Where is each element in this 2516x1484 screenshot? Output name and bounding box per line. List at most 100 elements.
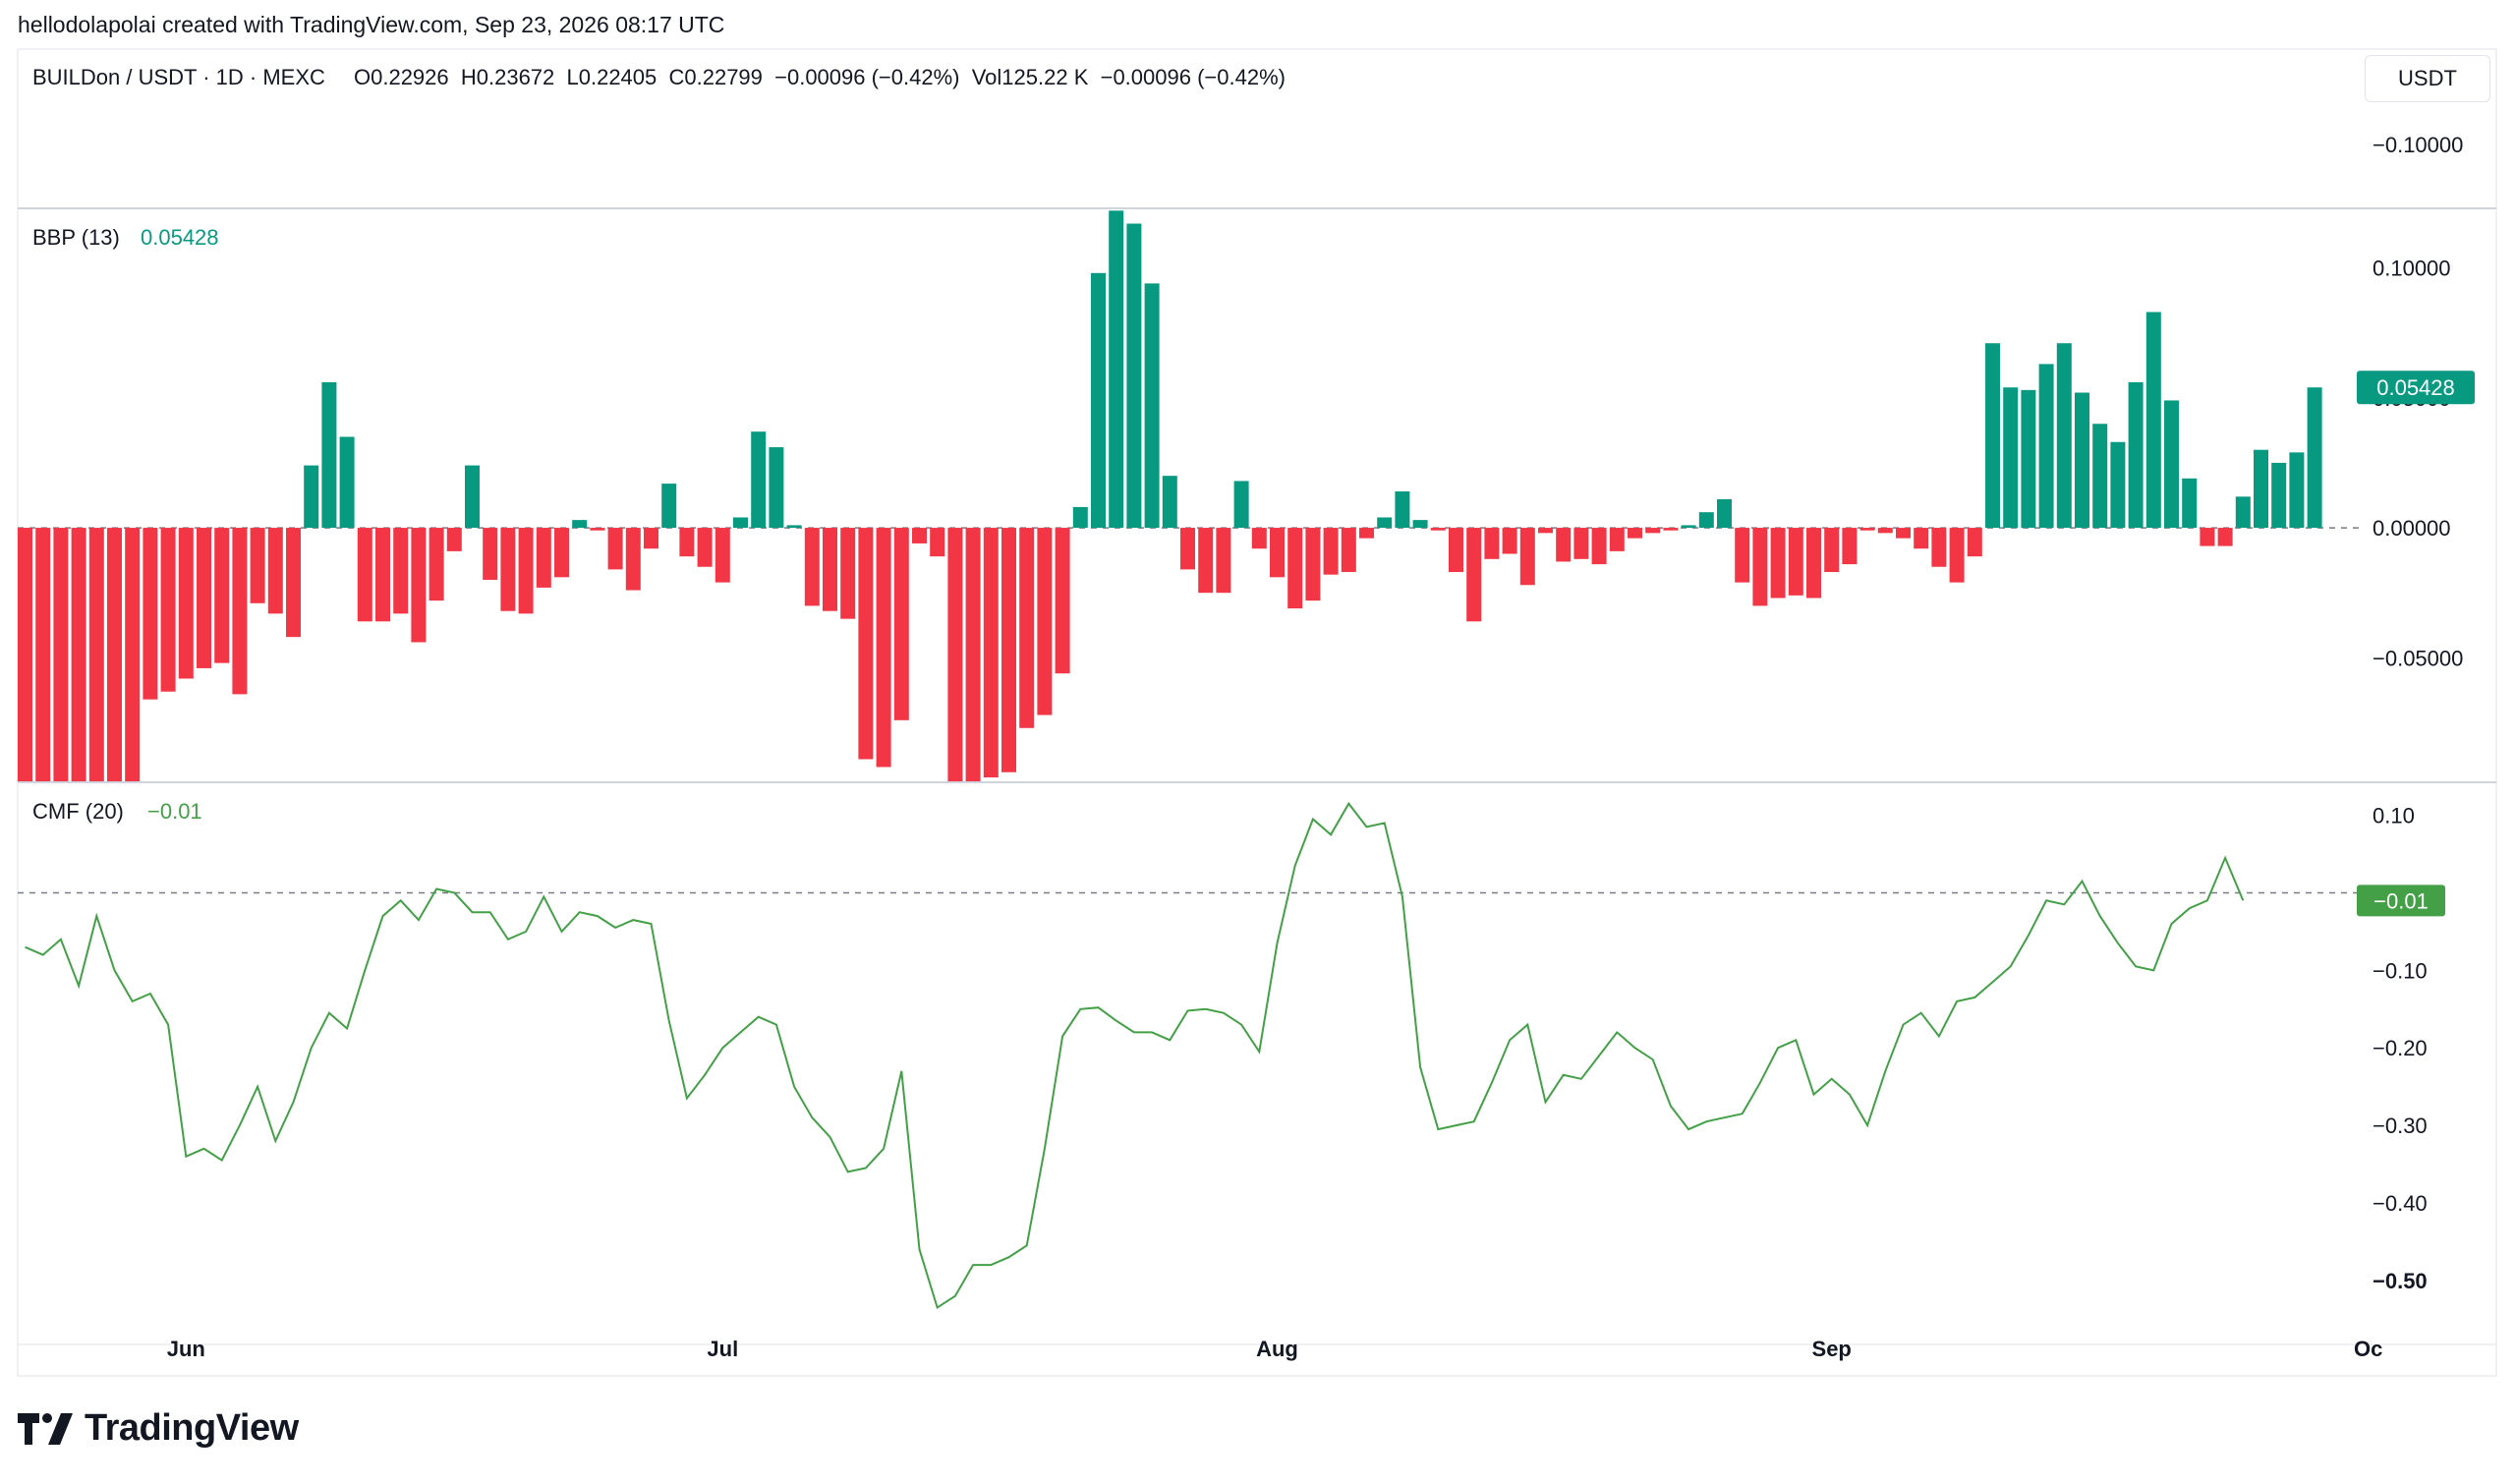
bbp-bar xyxy=(644,528,658,549)
bbp-bar xyxy=(2217,528,2233,546)
bbp-bar xyxy=(1573,528,1589,559)
bbp-bar xyxy=(697,528,713,567)
bbp-bar xyxy=(1842,528,1858,565)
bbp-bar xyxy=(1645,528,1661,534)
bbp-bar xyxy=(733,517,748,529)
bbp-bar xyxy=(35,528,51,781)
bbp-bar xyxy=(1985,343,2000,529)
bbp-bar xyxy=(232,528,248,695)
bbp-bar xyxy=(1323,528,1339,575)
bbp-bar xyxy=(876,528,891,768)
time-axis-label: Aug xyxy=(1256,1337,1298,1361)
bbp-bar xyxy=(2200,528,2215,546)
bbp-bar xyxy=(2145,312,2161,529)
bbp-bar xyxy=(1341,528,1356,573)
cmf-last-value-badge-label: −0.01 xyxy=(2373,888,2429,913)
bbp-bar xyxy=(1877,528,1893,534)
bbp-bar xyxy=(1126,223,1142,529)
bbp-bar xyxy=(2110,441,2126,529)
bbp-bar xyxy=(1109,210,1124,529)
bbp-bar xyxy=(18,528,32,781)
bbp-bar xyxy=(304,465,319,529)
bbp-bar xyxy=(930,528,945,557)
bbp-bar xyxy=(1162,476,1177,529)
bbp-bar xyxy=(965,528,981,781)
bbp-bar xyxy=(321,381,337,529)
bbp-bar xyxy=(107,528,122,781)
bbp-bar xyxy=(1591,528,1607,565)
bbp-bar xyxy=(1144,283,1160,529)
bbp-bar xyxy=(607,528,623,570)
bbp-bar xyxy=(1896,528,1911,539)
bbp-bar xyxy=(1055,528,1070,674)
bbp-bar xyxy=(1305,528,1321,601)
tradingview-logo-icon xyxy=(18,1412,73,1445)
bbp-bar xyxy=(1556,528,1572,562)
bbp-bar xyxy=(536,528,551,588)
bbp-bar xyxy=(1770,528,1786,599)
bbp-axis-tick-label: 0.10000 xyxy=(2373,257,2451,281)
bbp-last-value: 0.05428 xyxy=(141,225,219,250)
bbp-bar xyxy=(483,528,498,580)
bbp-bar xyxy=(2289,452,2305,529)
bbp-bar xyxy=(661,484,677,529)
bbp-bar xyxy=(1412,520,1428,529)
bbp-bar xyxy=(2164,400,2179,529)
bbp-bar xyxy=(2092,424,2108,529)
bbp-bar xyxy=(393,528,409,614)
cmf-series-line xyxy=(25,801,2245,1310)
ohlc-readout: O0.22926 H0.23672 L0.22405 C0.22799 −0.0… xyxy=(354,65,1286,89)
bbp-bar xyxy=(804,528,820,606)
bbp-bar xyxy=(2056,343,2072,529)
bbp-bar xyxy=(1735,528,1750,583)
bbp-bar xyxy=(1628,528,1642,539)
bbp-bar xyxy=(2307,387,2322,529)
currency-unit-button[interactable]: USDT xyxy=(2365,55,2490,102)
bbp-bar xyxy=(625,528,641,591)
bbp-bar xyxy=(1377,517,1393,529)
tradingview-logo-text: TradingView xyxy=(85,1407,299,1449)
cmf-pane: 0.10 −0.10 −0.20 −0.30 −0.40 −0.50 CMF (20) −… xyxy=(18,799,2445,1310)
cmf-axis-tick-label: −0.50 xyxy=(2373,1269,2428,1293)
bbp-bar xyxy=(1806,528,1821,599)
bbp-bar xyxy=(1502,528,1517,554)
bbp-bar xyxy=(1931,528,1947,567)
bbp-bar xyxy=(2075,392,2089,529)
bbp-bar xyxy=(1538,528,1553,534)
bbp-bar xyxy=(590,528,605,531)
bbp-bar xyxy=(125,528,141,781)
bbp-bar xyxy=(769,447,784,529)
bbp-bar xyxy=(1788,528,1803,596)
bbp-bar xyxy=(267,528,283,614)
bbp-bar xyxy=(2003,387,2019,529)
bbp-bar xyxy=(1287,528,1303,609)
bbp-bar xyxy=(572,520,588,529)
bbp-bar xyxy=(429,528,444,601)
bbp-bar xyxy=(1395,491,1410,529)
bbp-bar xyxy=(1270,528,1285,578)
bbp-last-value-badge-label: 0.05428 xyxy=(2376,375,2455,400)
bbp-bar xyxy=(1681,525,1696,529)
bbp-bar xyxy=(2271,462,2287,529)
bbp-bar xyxy=(1072,506,1088,529)
cmf-axis-tick-label: −0.40 xyxy=(2373,1191,2428,1216)
bbp-bar xyxy=(2128,381,2144,529)
cmf-axis-tick-label: 0.10 xyxy=(2373,804,2415,828)
bbp-bar xyxy=(715,528,730,583)
bbp-bar xyxy=(518,528,534,614)
bbp-bar xyxy=(1251,528,1267,549)
bbp-bar xyxy=(465,465,480,529)
bbp-bar xyxy=(983,528,999,778)
cmf-axis-tick-label: −0.30 xyxy=(2373,1113,2428,1138)
bbp-bar xyxy=(1198,528,1214,594)
bbp-bar xyxy=(250,528,265,603)
bbp-bar xyxy=(1519,528,1535,586)
bbp-bar xyxy=(143,528,158,700)
bbp-bar xyxy=(1609,528,1625,551)
tradingview-logo[interactable]: TradingView xyxy=(18,1407,299,1450)
bbp-bar xyxy=(554,528,569,578)
bbp-bar xyxy=(893,528,909,720)
bbp-axis-tick-label: −0.05000 xyxy=(2373,646,2463,670)
